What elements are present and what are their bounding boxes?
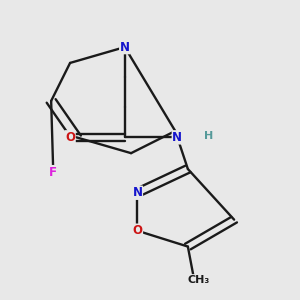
Text: F: F — [49, 166, 57, 179]
Text: N: N — [120, 40, 130, 54]
Text: H: H — [204, 131, 214, 141]
Text: O: O — [132, 224, 142, 237]
Text: N: N — [132, 186, 142, 199]
Text: O: O — [65, 131, 75, 144]
Text: N: N — [172, 131, 182, 144]
Text: CH₃: CH₃ — [187, 275, 209, 285]
